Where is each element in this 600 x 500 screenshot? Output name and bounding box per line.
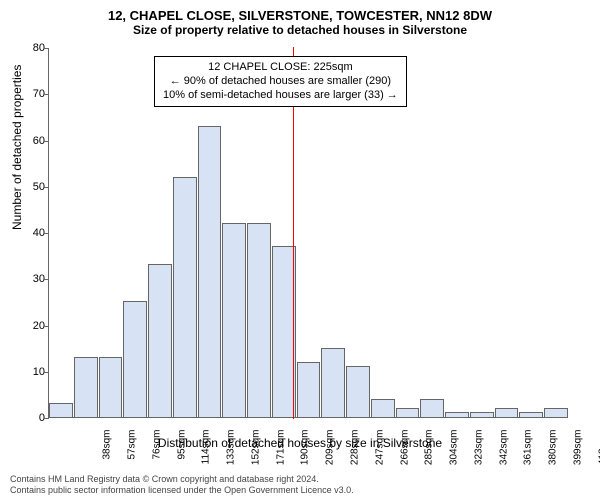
y-tick-mark: [44, 141, 49, 142]
histogram-bar: [371, 399, 395, 418]
y-tick-mark: [44, 418, 49, 419]
y-tick-mark: [44, 48, 49, 49]
histogram-bar: [519, 412, 543, 417]
x-axis-label: Distribution of detached houses by size …: [0, 436, 600, 450]
histogram-bar: [297, 362, 321, 418]
y-tick-label: 60: [15, 135, 45, 147]
y-tick-mark: [44, 187, 49, 188]
y-tick-label: 30: [15, 273, 45, 285]
info-box: 12 CHAPEL CLOSE: 225sqm← 90% of detached…: [154, 56, 407, 107]
histogram-bar: [470, 412, 494, 417]
histogram-bar: [544, 408, 568, 417]
histogram-bar: [198, 126, 222, 417]
footer-line1: Contains HM Land Registry data © Crown c…: [10, 474, 590, 485]
y-tick-mark: [44, 233, 49, 234]
histogram-bar: [445, 412, 469, 417]
y-tick-mark: [44, 326, 49, 327]
histogram-bar: [420, 399, 444, 418]
histogram-bar: [321, 348, 345, 417]
histogram-bar: [173, 177, 197, 418]
y-tick-label: 10: [15, 366, 45, 378]
y-tick-mark: [44, 372, 49, 373]
title-block: 12, CHAPEL CLOSE, SILVERSTONE, TOWCESTER…: [0, 0, 600, 39]
y-tick-mark: [44, 94, 49, 95]
y-tick-label: 50: [15, 181, 45, 193]
y-tick-label: 20: [15, 320, 45, 332]
page-title-line2: Size of property relative to detached ho…: [10, 23, 590, 37]
histogram-bar: [222, 223, 246, 417]
plot-surface: 0102030405060708038sqm57sqm76sqm95sqm114…: [48, 48, 568, 418]
histogram-bar: [396, 408, 420, 417]
footer-line2: Contains public sector information licen…: [10, 485, 590, 496]
histogram-bar: [247, 223, 271, 417]
info-box-line: 12 CHAPEL CLOSE: 225sqm: [163, 61, 398, 75]
y-tick-mark: [44, 279, 49, 280]
info-box-line: ← 90% of detached houses are smaller (29…: [163, 75, 398, 89]
info-box-line: 10% of semi-detached houses are larger (…: [163, 89, 398, 103]
histogram-bar: [99, 357, 123, 417]
page-title-line1: 12, CHAPEL CLOSE, SILVERSTONE, TOWCESTER…: [10, 8, 590, 23]
histogram-bar: [495, 408, 519, 417]
chart-area: 0102030405060708038sqm57sqm76sqm95sqm114…: [48, 48, 568, 418]
histogram-bar: [123, 301, 147, 417]
y-tick-label: 70: [15, 88, 45, 100]
footer: Contains HM Land Registry data © Crown c…: [10, 474, 590, 496]
y-tick-label: 0: [15, 412, 45, 424]
histogram-bar: [74, 357, 98, 417]
y-tick-label: 40: [15, 227, 45, 239]
histogram-bar: [49, 403, 73, 417]
histogram-bar: [148, 264, 172, 417]
histogram-bar: [346, 366, 370, 417]
y-tick-label: 80: [15, 42, 45, 54]
